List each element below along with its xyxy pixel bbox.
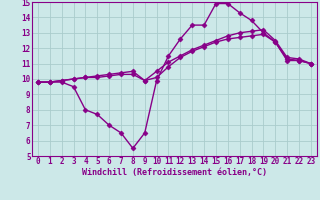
X-axis label: Windchill (Refroidissement éolien,°C): Windchill (Refroidissement éolien,°C) — [82, 168, 267, 177]
